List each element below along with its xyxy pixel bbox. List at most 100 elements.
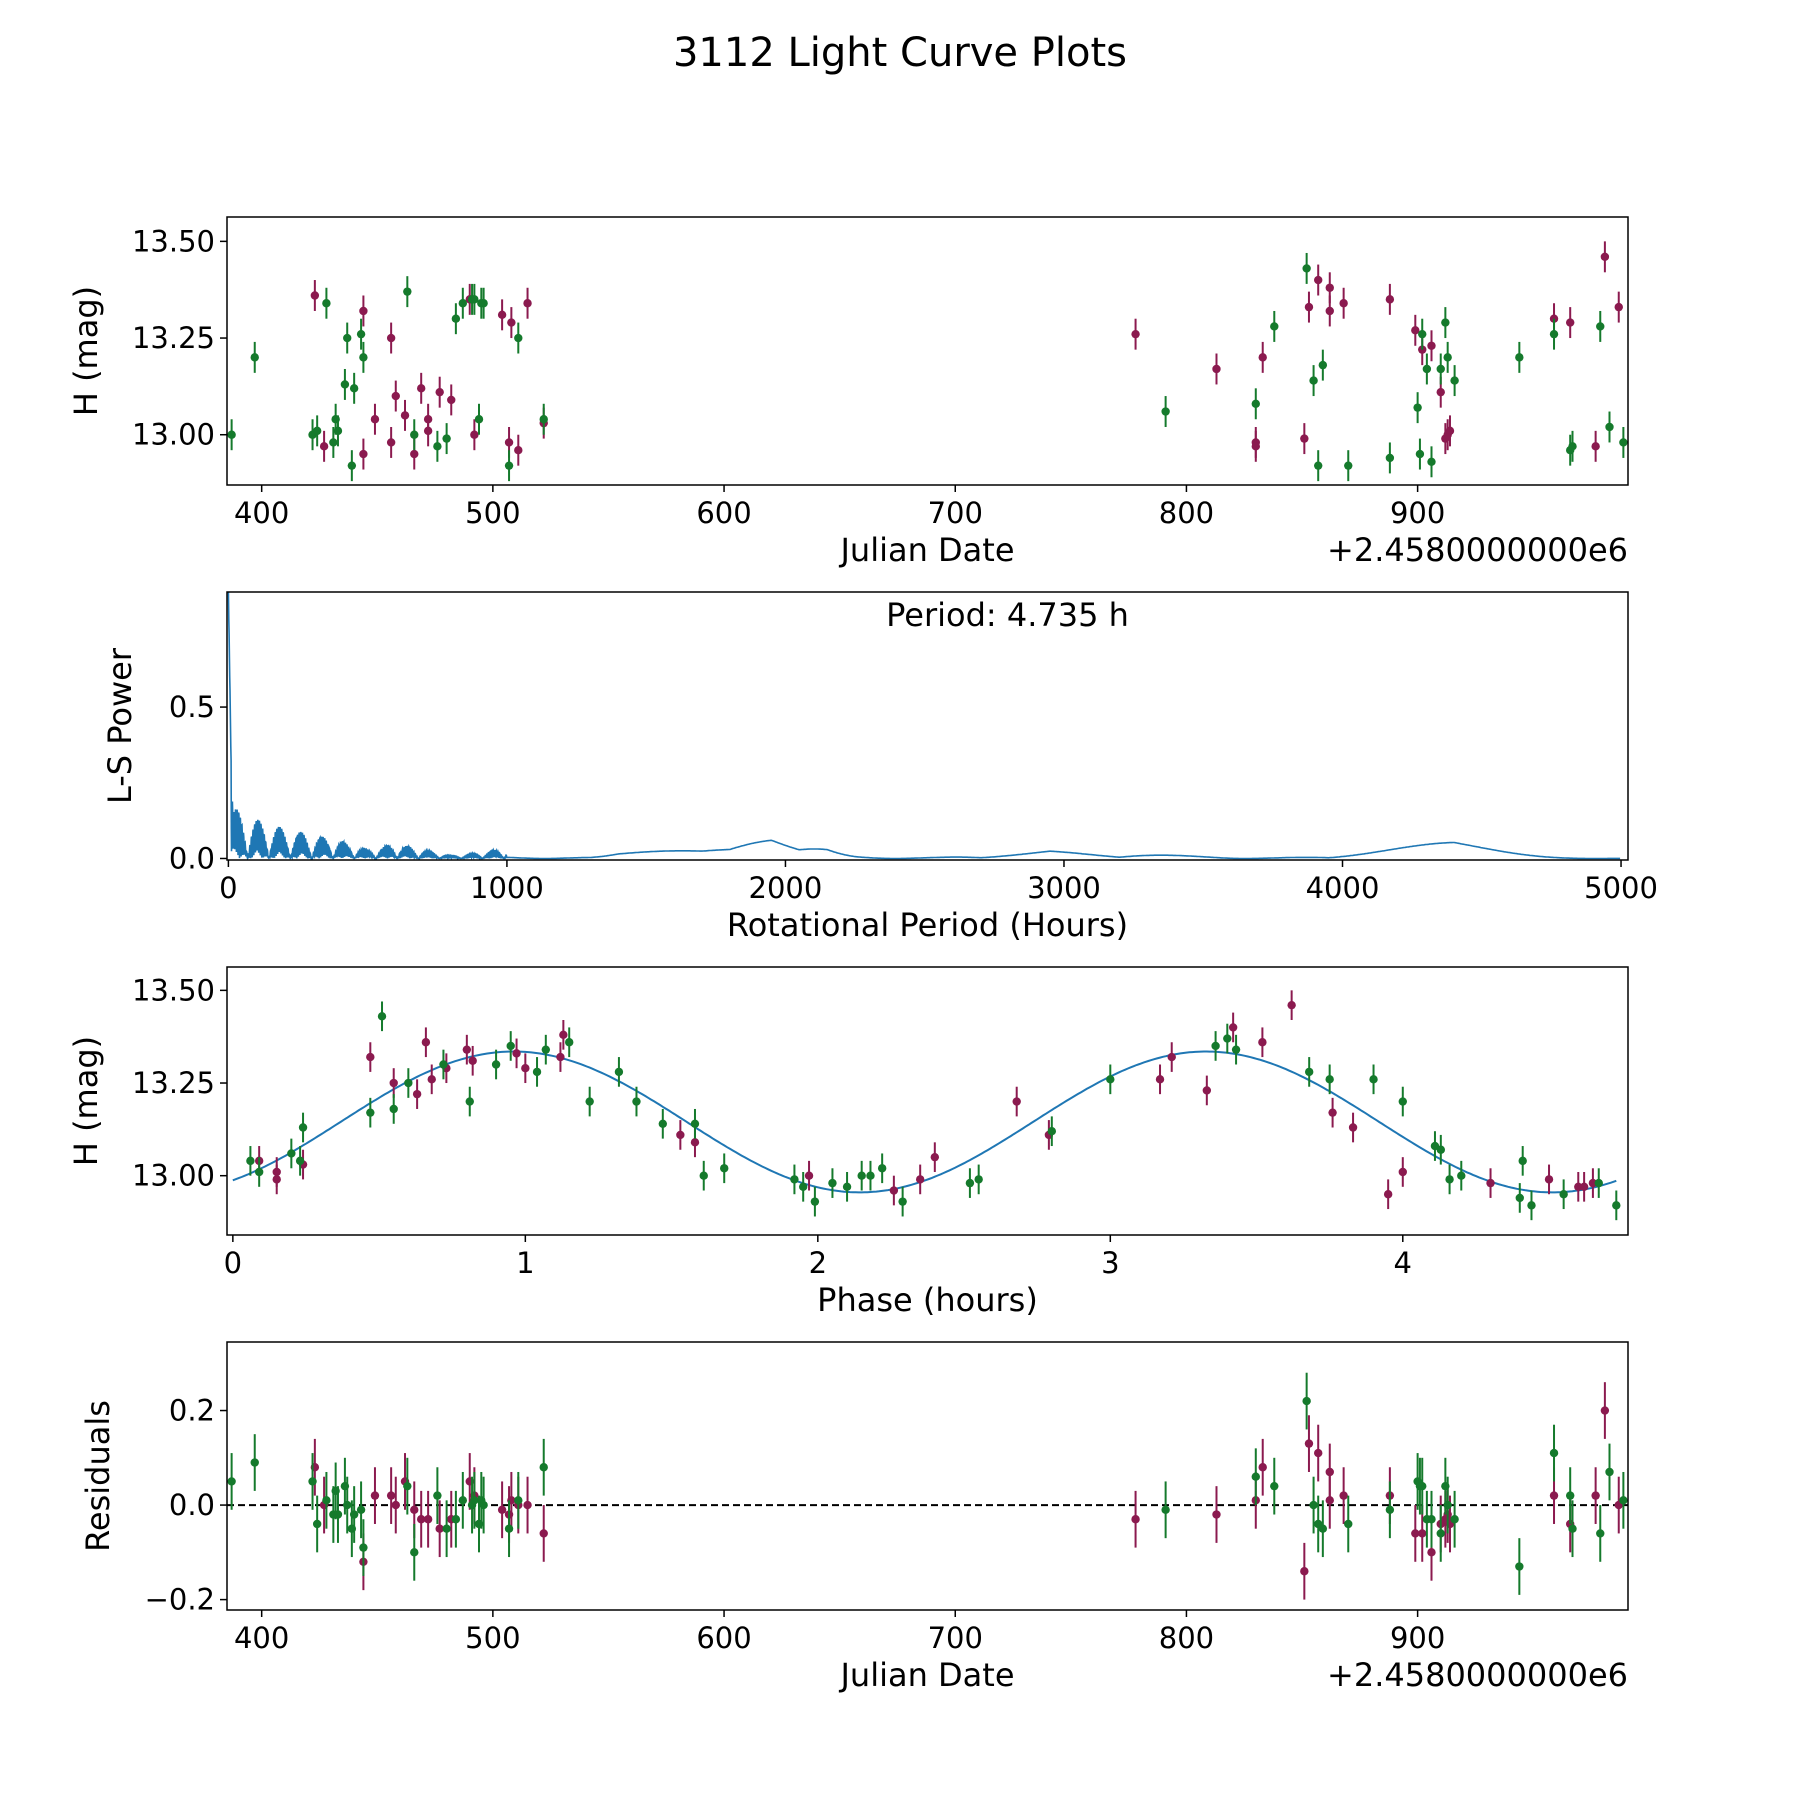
- data-point: [532, 1067, 542, 1077]
- data-point: [1228, 1023, 1238, 1032]
- data-point: [333, 426, 343, 436]
- data-point: [1258, 353, 1267, 362]
- data-point: [386, 333, 396, 343]
- data-point: [356, 1505, 366, 1514]
- x-tick-label: 500: [465, 1621, 520, 1655]
- x-axis-label: Julian Date: [838, 531, 1014, 569]
- data-point: [308, 1477, 317, 1486]
- data-point: [410, 1548, 419, 1557]
- data-point: [1304, 1439, 1314, 1448]
- data-point: [699, 1171, 708, 1180]
- data-point: [1012, 1097, 1021, 1106]
- figure-title: 3112 Light Curve Plots: [673, 30, 1127, 76]
- data-point: [1614, 302, 1623, 312]
- data-point: [1047, 1127, 1057, 1136]
- data-point: [1566, 318, 1575, 327]
- data-point: [915, 1175, 925, 1184]
- data-point: [1579, 1182, 1589, 1192]
- data-point: [319, 442, 329, 451]
- data-point: [889, 1186, 899, 1195]
- data-point: [1436, 387, 1445, 397]
- data-point: [389, 1078, 398, 1088]
- data-point: [1450, 1515, 1459, 1524]
- x-tick-label: 700: [928, 1621, 983, 1655]
- data-point: [720, 1164, 729, 1173]
- panel-residuals: 400 500 600 700 800 900 −0.2 0.0 0.2 Julian Date R…: [79, 1341, 1629, 1694]
- data-point: [1131, 1515, 1140, 1524]
- data-point: [1596, 1529, 1605, 1538]
- data-point: [1161, 1505, 1170, 1514]
- data-point: [1445, 1175, 1454, 1184]
- data-point: [250, 1458, 259, 1467]
- data-point: [312, 1519, 322, 1529]
- data-point: [1314, 461, 1323, 470]
- data-point: [298, 1123, 308, 1132]
- data-point: [1443, 353, 1452, 362]
- data-point: [386, 1491, 396, 1500]
- data-point: [1549, 329, 1559, 339]
- data-point: [423, 1515, 433, 1524]
- data-point: [504, 1524, 514, 1533]
- data-point: [1385, 453, 1395, 463]
- data-point: [877, 1164, 887, 1173]
- x-tick-label: 500: [465, 496, 520, 530]
- data-point: [559, 1030, 568, 1040]
- data-point: [1302, 264, 1311, 273]
- data-point: [1309, 1500, 1318, 1510]
- x-tick-label: 0: [219, 871, 237, 905]
- x-tick-label: 4: [1394, 1246, 1412, 1280]
- x-tick-label: 800: [1159, 1621, 1214, 1655]
- data-point: [427, 1075, 436, 1084]
- data-point: [1328, 1108, 1337, 1117]
- fit-curve: [232, 1050, 1617, 1194]
- data-point: [1131, 329, 1140, 339]
- data-point: [1515, 353, 1524, 362]
- data-point: [479, 299, 488, 308]
- data-point: [1605, 422, 1614, 432]
- data-point: [1106, 1075, 1115, 1084]
- plot-area: [227, 241, 1628, 482]
- data-point: [1300, 1567, 1309, 1576]
- data-point: [521, 1063, 530, 1073]
- data-point: [403, 1481, 412, 1491]
- data-point: [1211, 1041, 1220, 1051]
- data-point: [1418, 1529, 1427, 1538]
- data-point: [1486, 1178, 1495, 1188]
- data-point: [250, 353, 259, 362]
- data-point: [343, 333, 352, 343]
- data-point: [507, 318, 516, 327]
- data-point: [410, 449, 419, 459]
- data-point: [1339, 1491, 1348, 1500]
- data-point: [1594, 1178, 1603, 1188]
- y-axis-label: H (mag): [67, 286, 105, 416]
- x-axis-label: Phase (hours): [817, 1281, 1038, 1319]
- data-point: [386, 438, 396, 447]
- data-point: [1223, 1034, 1232, 1043]
- data-point: [359, 306, 368, 316]
- data-point: [1427, 341, 1436, 350]
- data-point: [370, 415, 380, 424]
- data-point: [614, 1067, 624, 1077]
- x-tick-label: 5000: [1584, 871, 1658, 905]
- data-point: [1251, 399, 1260, 408]
- data-point: [539, 1463, 548, 1472]
- y-tick-label: 0.0: [169, 1488, 215, 1522]
- x-tick-label: 2000: [749, 871, 823, 905]
- data-point: [421, 1038, 431, 1047]
- data-point: [1270, 322, 1279, 331]
- y-tick-label: 13.00: [132, 1159, 215, 1193]
- y-tick-label: 0.5: [169, 690, 215, 724]
- data-point: [866, 1171, 875, 1180]
- data-point: [632, 1097, 641, 1106]
- data-point: [423, 415, 433, 424]
- data-point: [349, 1510, 359, 1519]
- x-tick-label: 1000: [470, 871, 544, 905]
- data-point: [474, 415, 484, 424]
- data-point: [1304, 1067, 1314, 1077]
- data-point: [1436, 1529, 1445, 1538]
- x-tick-label: 900: [1390, 1621, 1445, 1655]
- data-point: [1544, 1175, 1554, 1184]
- data-point: [1549, 1448, 1559, 1458]
